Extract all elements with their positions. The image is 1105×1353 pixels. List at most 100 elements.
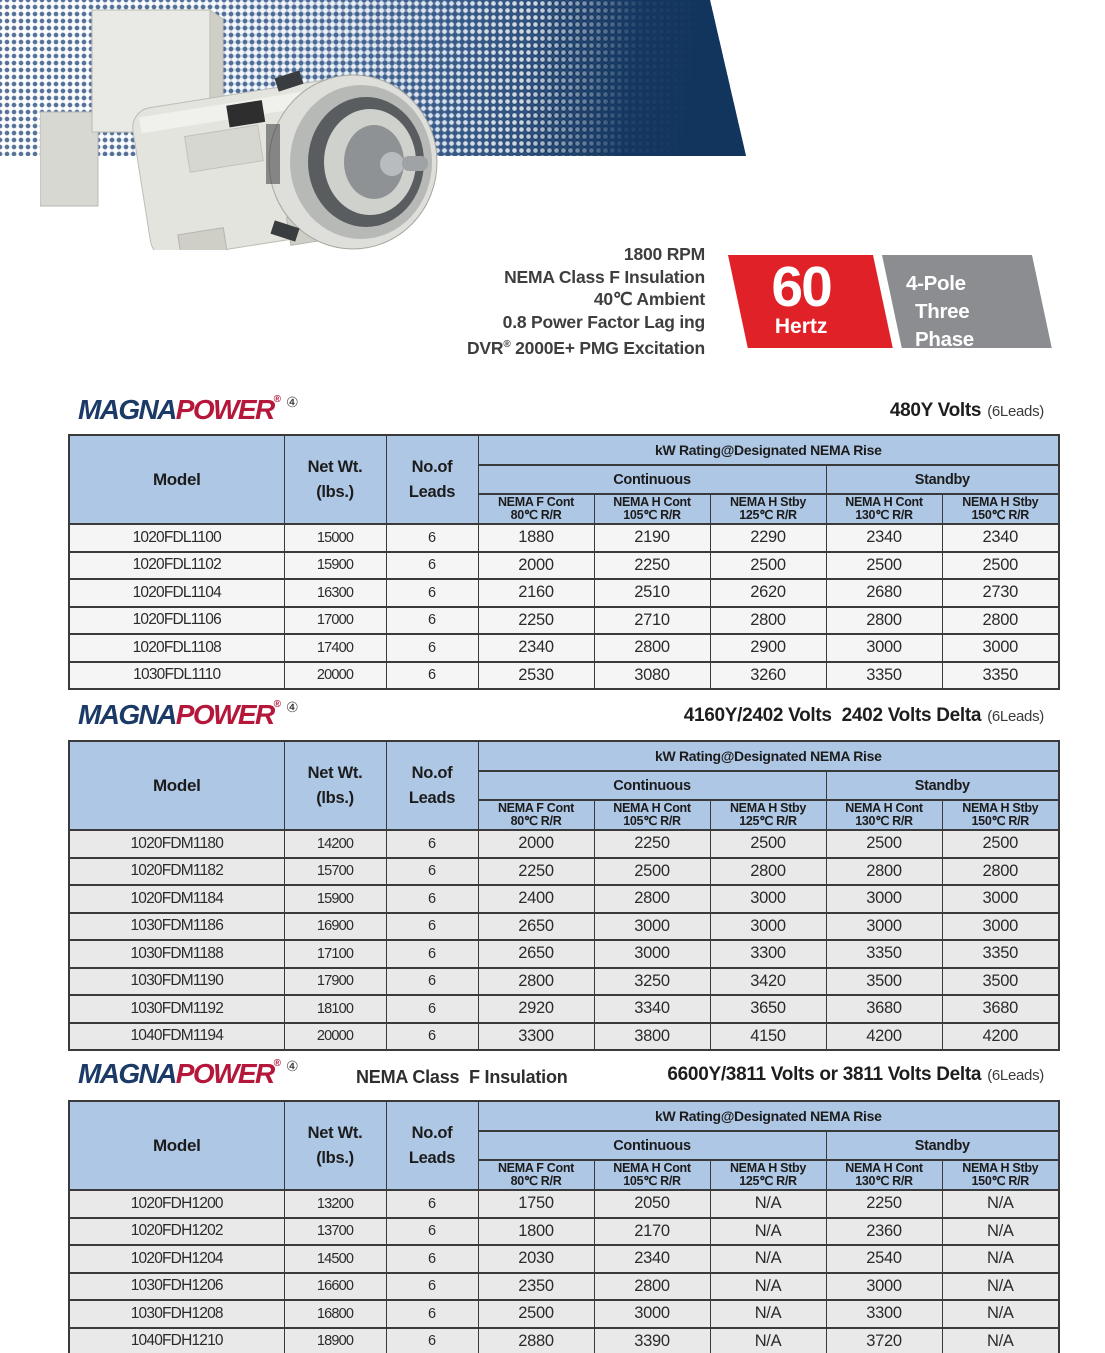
kw-cell: 3000 bbox=[593, 912, 711, 941]
leads-cell: 6 bbox=[385, 1244, 479, 1273]
kw-cell: 2800 bbox=[477, 967, 595, 996]
magnapower-logo: MAGNAPOWER® ④ bbox=[78, 699, 299, 730]
kw-cell: N/A bbox=[709, 1327, 827, 1353]
net-wt-cell: 16900 bbox=[283, 912, 387, 941]
kw-cell: 2170 bbox=[593, 1217, 711, 1246]
kw-cell: 3000 bbox=[825, 912, 943, 941]
hertz-badge: 60 Hertz bbox=[728, 255, 893, 348]
net-wt-cell: 17100 bbox=[283, 939, 387, 968]
kw-cell: 2400 bbox=[477, 884, 595, 913]
kw-cell: 1800 bbox=[477, 1217, 595, 1246]
kw-cell: 2350 bbox=[477, 1272, 595, 1301]
kw-cell: 2800 bbox=[941, 857, 1060, 886]
nema-col-header: NEMA H Cont 130℃ R/R bbox=[825, 493, 943, 525]
kw-cell: 3390 bbox=[593, 1327, 711, 1353]
nema-col-header: NEMA H Cont 105℃ R/R bbox=[593, 493, 711, 525]
kw-cell: 2340 bbox=[941, 523, 1060, 552]
leads-cell: 6 bbox=[385, 912, 479, 941]
kw-cell: 3420 bbox=[709, 967, 827, 996]
spec-line: DVR® 2000E+ PMG Excitation bbox=[466, 337, 705, 358]
kw-cell: 2710 bbox=[593, 606, 711, 635]
kw-cell: 2620 bbox=[709, 578, 827, 607]
table-row: 1020FDH1200 13200 6 1750 2050 N/A 2250 N/A bbox=[68, 1189, 1060, 1218]
kw-cell: N/A bbox=[941, 1299, 1060, 1328]
header-row-3: NEMA F Cont 80℃ R/R NEMA H Cont 105℃ R/R N… bbox=[69, 1159, 1060, 1191]
model-cell: 1020FDM1180 bbox=[68, 829, 285, 858]
kw-cell: 2530 bbox=[477, 661, 595, 690]
nema-col-header: NEMA H Stby 125℃ R/R bbox=[709, 799, 827, 831]
header-row-2: Continuous Standby bbox=[69, 464, 1060, 495]
header-row-3: NEMA F Cont 80℃ R/R NEMA H Cont 105℃ R/R N… bbox=[69, 799, 1060, 831]
kw-cell: 3000 bbox=[825, 884, 943, 913]
circled-4-mark: ④ bbox=[285, 699, 299, 715]
net-wt-cell: 13200 bbox=[283, 1189, 387, 1218]
continuous-header: Continuous bbox=[477, 464, 827, 495]
model-cell: 1030FDM1186 bbox=[68, 912, 285, 941]
kw-cell: 4150 bbox=[709, 1022, 827, 1051]
leads-cell: 6 bbox=[385, 523, 479, 552]
pole-badge: 4-Pole Three Phase bbox=[882, 255, 1052, 351]
kw-cell: 2500 bbox=[941, 551, 1060, 580]
kw-cell: 2500 bbox=[941, 829, 1060, 858]
pole-line1: 4-Pole bbox=[906, 272, 966, 295]
kw-cell: 2000 bbox=[477, 829, 595, 858]
nema-col-header: NEMA H Stby 150℃ R/R bbox=[941, 493, 1060, 525]
kw-cell: 2920 bbox=[477, 994, 595, 1023]
ratings-table-4160y: Model Net Wt. (lbs.) No.of Leads kW Rating… bbox=[68, 740, 1061, 1051]
pole-line2: Three Phase bbox=[915, 300, 974, 351]
kw-cell: 2160 bbox=[477, 578, 595, 607]
kw-cell: 1750 bbox=[477, 1189, 595, 1218]
nema-col-header: NEMA H Cont 130℃ R/R bbox=[825, 799, 943, 831]
kw-cell: 2900 bbox=[709, 633, 827, 662]
kw-cell: N/A bbox=[941, 1272, 1060, 1301]
kw-cell: N/A bbox=[709, 1217, 827, 1246]
kw-cell: 3720 bbox=[825, 1327, 943, 1353]
net-wt-cell: 16600 bbox=[283, 1272, 387, 1301]
ratings-table-6600y: Model Net Wt. (lbs.) No.of Leads kW Rating… bbox=[68, 1100, 1061, 1353]
kw-cell: 3000 bbox=[593, 939, 711, 968]
net-wt-cell: 18900 bbox=[283, 1327, 387, 1353]
header-row-2: Continuous Standby bbox=[69, 770, 1060, 801]
ratings-table-480y: Model Net Wt. (lbs.) No.of Leads kW Rating… bbox=[68, 434, 1061, 690]
kw-cell: 3300 bbox=[477, 1022, 595, 1051]
table-row: 1020FDL1104 16300 6 2160 2510 2620 2680 2730 bbox=[68, 578, 1060, 607]
kw-cell: 1880 bbox=[477, 523, 595, 552]
kw-cell: 2650 bbox=[477, 912, 595, 941]
table-row: 1020FDM1180 14200 6 2000 2250 2500 2500 2500 bbox=[68, 829, 1060, 858]
net-wt-header: Net Wt. (lbs.) bbox=[283, 434, 387, 525]
kw-cell: 2500 bbox=[825, 551, 943, 580]
section3-insulation-note: NEMA Class F Insulation bbox=[356, 1067, 568, 1087]
model-cell: 1040FDH1210 bbox=[68, 1327, 285, 1353]
net-wt-cell: 16300 bbox=[283, 578, 387, 607]
spec-line: 40℃ Ambient bbox=[593, 289, 705, 310]
circled-4-mark: ④ bbox=[285, 1058, 299, 1074]
spec-line: 0.8 Power Factor Lag ing bbox=[502, 312, 706, 333]
section2-header: MAGNAPOWER® ④ 4160Y/2402 Volts 2402 Volts… bbox=[68, 697, 1058, 737]
model-cell: 1020FDL1102 bbox=[68, 551, 285, 580]
header-row-1: Model Net Wt. (lbs.) No.of Leads kW Rating… bbox=[68, 740, 1060, 831]
spec-line: NEMA Class F Insulation bbox=[504, 266, 705, 287]
kw-rating-header: kW Rating@Designated NEMA Rise bbox=[477, 1100, 1060, 1132]
kw-cell: 2500 bbox=[709, 551, 827, 580]
leads-cell: 6 bbox=[385, 1189, 479, 1218]
net-wt-cell: 20000 bbox=[283, 1022, 387, 1051]
kw-cell: 3500 bbox=[825, 967, 943, 996]
standby-header: Standby bbox=[825, 1130, 1060, 1161]
kw-cell: 2730 bbox=[941, 578, 1060, 607]
model-header: Model bbox=[68, 434, 285, 525]
model-cell: 1020FDH1200 bbox=[68, 1189, 285, 1218]
table-row: 1020FDH1202 13700 6 1800 2170 N/A 2360 N/A bbox=[68, 1217, 1060, 1246]
net-wt-cell: 20000 bbox=[283, 661, 387, 690]
nema-col-header: NEMA H Stby 125℃ R/R bbox=[709, 1159, 827, 1191]
header-row-3: NEMA F Cont 80℃ R/R NEMA H Cont 105℃ R/R N… bbox=[69, 493, 1060, 525]
kw-cell: 3000 bbox=[825, 1272, 943, 1301]
section3-title: 6600Y/3811 Volts or 3811 Volts Delta (6Le… bbox=[667, 1064, 1044, 1085]
kw-cell: 2540 bbox=[825, 1244, 943, 1273]
kw-cell: 2800 bbox=[593, 1272, 711, 1301]
kw-cell: 2250 bbox=[477, 857, 595, 886]
kw-cell: 2880 bbox=[477, 1327, 595, 1353]
kw-cell: 3350 bbox=[941, 661, 1060, 690]
kw-cell: 3350 bbox=[825, 661, 943, 690]
model-cell: 1020FDL1104 bbox=[68, 578, 285, 607]
